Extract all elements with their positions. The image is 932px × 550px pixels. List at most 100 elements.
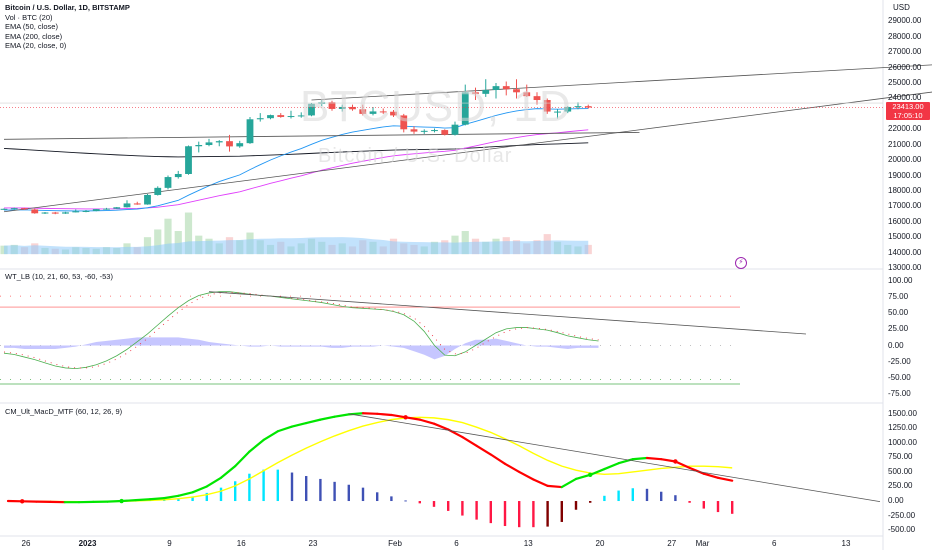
macd-histogram-bar	[418, 501, 421, 504]
wt-tick-label: -75.00	[888, 388, 911, 398]
macd-cross-dot	[673, 459, 678, 464]
candle-body	[390, 111, 397, 116]
trendline-support	[3, 131, 640, 140]
legend-ema200[interactable]: EMA (200, close)	[5, 31, 63, 41]
candle-body	[410, 129, 418, 132]
macd-histogram-bar	[248, 473, 251, 502]
macd-histogram-bar	[617, 490, 620, 502]
macd-line-segment	[276, 425, 294, 433]
time-tick-label: 6	[772, 539, 777, 548]
time-tick-label: 13	[523, 539, 533, 548]
legend-title[interactable]: Bitcoin / U.S. Dollar, 1D, BITSTAMP	[5, 3, 130, 12]
macd-histogram-bar	[731, 501, 734, 514]
time-tick-label: 6	[454, 539, 459, 548]
price-tick-label: 20000.00	[888, 155, 922, 165]
candle-body	[277, 115, 285, 117]
macd-line-segment	[475, 444, 492, 456]
macd-line-segment	[262, 430, 279, 442]
bar-countdown: 17:05:10	[893, 111, 923, 120]
volume-bar	[164, 218, 172, 255]
price-tick-label: 27000.00	[888, 47, 922, 57]
macd-histogram-bar	[674, 495, 677, 502]
candle-body	[359, 109, 367, 114]
wt-trendline	[208, 291, 807, 335]
candle-body	[51, 212, 59, 214]
time-tick-label: 27	[667, 539, 677, 548]
macd-line-segment	[518, 470, 535, 481]
wt-tick-label: -25.00	[888, 356, 911, 366]
wt-tick-label: -50.00	[888, 372, 911, 382]
candle-body	[246, 119, 254, 144]
wt2-dots	[3, 291, 599, 369]
macd-histogram-bar	[702, 501, 705, 509]
macd-histogram-bar	[489, 501, 492, 524]
macd-histogram-bar	[589, 501, 592, 503]
candle-body	[543, 100, 551, 112]
candle-body	[164, 177, 172, 188]
legend-ema50[interactable]: EMA (50, close)	[5, 22, 58, 31]
price-tick-label: 15000.00	[888, 232, 922, 242]
legend-ema20[interactable]: EMA (20, close, 0)	[5, 41, 67, 50]
macd-histogram-bar	[546, 501, 549, 527]
macd-histogram-bar	[532, 501, 535, 528]
macd-line-segment	[390, 413, 407, 419]
candle-body	[379, 111, 387, 113]
wt-tick-label: 0.00	[888, 340, 904, 350]
macd-histogram-bar	[290, 472, 294, 502]
price-tick-label: 28000.00	[888, 31, 922, 41]
macd-line-segment	[248, 438, 265, 453]
time-tick-label: 26	[21, 539, 31, 548]
macd-histogram-bar	[518, 501, 521, 528]
candle-body	[287, 116, 295, 118]
candle-body	[338, 106, 346, 109]
macd-line-segment	[674, 460, 691, 469]
wt-tick-label: 100.00	[888, 276, 913, 286]
candle-body	[492, 86, 500, 90]
wt-tick-label: 75.00	[888, 292, 909, 302]
candle-body	[369, 111, 377, 114]
macd-line-segment	[617, 458, 634, 465]
candle-body	[472, 92, 479, 94]
macd-line-segment	[376, 412, 393, 417]
macd-line-segment	[461, 435, 478, 447]
macd-histogram-bar	[219, 487, 223, 502]
macd-tick-label: 750.00	[888, 452, 913, 462]
macd-cross-dot	[20, 499, 25, 504]
candle-body	[554, 111, 561, 113]
candle-body	[574, 106, 582, 108]
lightning-icon[interactable]: ⚡	[735, 257, 747, 269]
time-tick-label: Feb	[388, 539, 402, 548]
macd-tick-label: 1250.00	[888, 423, 917, 433]
macd-line-segment	[574, 473, 592, 481]
macd-histogram-bar	[603, 495, 606, 502]
price-tick-label: 21000.00	[888, 139, 922, 149]
macd-histogram-bar	[645, 488, 649, 502]
volume-bar	[143, 237, 152, 255]
macd-cross-dot	[119, 498, 124, 504]
macd-line-segment	[305, 418, 322, 425]
macd-line-segment	[333, 413, 350, 418]
macd-line-segment	[290, 422, 308, 428]
price-tick-label: 24000.00	[888, 93, 922, 103]
macd-line-segment	[134, 498, 152, 502]
price-tick-label: 18000.00	[888, 185, 922, 195]
macd-histogram-bar	[319, 478, 322, 502]
macd-line-segment	[106, 499, 123, 503]
macd-tick-label: 0.00	[888, 496, 904, 506]
time-tick-label: 16	[236, 539, 246, 548]
price-tick-label: 22000.00	[888, 124, 922, 134]
legend-vol[interactable]: Vol · BTC (20)	[5, 12, 53, 22]
macd-histogram-bar	[333, 481, 336, 502]
name-watermark: Bitcoin / U.S. Dollar	[318, 145, 513, 167]
wt-pane-title[interactable]: WT_LB (10, 21, 60, 53, -60, -53)	[5, 272, 113, 281]
macd-pane-title[interactable]: CM_Ult_MacD_MTF (60, 12, 26, 9)	[5, 407, 123, 416]
price-tick-label: 29000.00	[888, 16, 922, 26]
macd-histogram-bar	[560, 501, 563, 522]
candle-body	[133, 203, 141, 205]
time-tick-label: Mar	[695, 539, 710, 548]
macd-line-segment	[191, 485, 208, 494]
time-tick-label: 23	[308, 539, 318, 548]
candle-body	[533, 96, 541, 101]
macd-tick-label: 500.00	[888, 466, 913, 476]
